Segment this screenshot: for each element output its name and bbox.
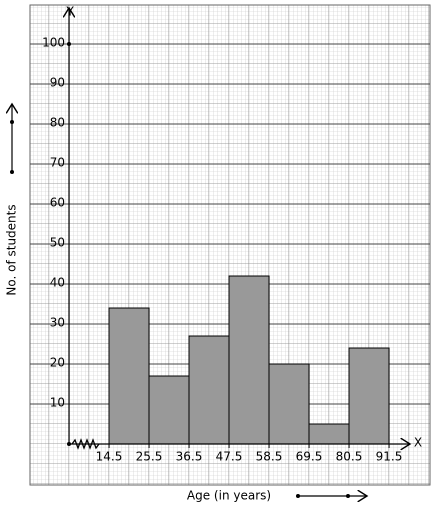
decor-dot xyxy=(346,494,350,498)
x-axis-label: Age (in years) xyxy=(187,489,271,503)
bar xyxy=(108,307,150,445)
y-tick-label: 20 xyxy=(50,356,65,370)
bar xyxy=(348,347,390,445)
axis-dot xyxy=(67,42,71,46)
bar xyxy=(228,275,270,445)
x-tick-label: 80.5 xyxy=(336,450,363,464)
y-tick-label: 80 xyxy=(50,116,65,130)
x-tick-label: 47.5 xyxy=(216,450,243,464)
y-axis-name: Y xyxy=(65,5,74,19)
x-tick-label: 69.5 xyxy=(296,450,323,464)
y-tick-label: 90 xyxy=(50,76,65,90)
y-tick-label: 40 xyxy=(50,276,65,290)
y-axis-label: No. of students xyxy=(5,204,19,295)
origin xyxy=(67,442,71,446)
labels: 10 20 30 40 50 60 70 80 90 100 14.5 25.5 36.5 47.5 58.… xyxy=(42,36,402,464)
y-tick-label: 100 xyxy=(42,36,65,50)
x-tick-label: 25.5 xyxy=(136,450,163,464)
y-tick-label: 10 xyxy=(50,396,65,410)
y-tick-label: 60 xyxy=(50,196,65,210)
y-tick-label: 50 xyxy=(50,236,65,250)
decor-dot xyxy=(296,494,300,498)
decor-dot xyxy=(10,120,14,124)
x-tick-label: 91.5 xyxy=(376,450,403,464)
axis-break xyxy=(71,438,100,450)
bar xyxy=(148,375,190,445)
bar xyxy=(268,363,310,445)
y-tick-label: 30 xyxy=(50,316,65,330)
x-tick-label: 36.5 xyxy=(176,450,203,464)
y-tick-label: 70 xyxy=(50,156,65,170)
bar xyxy=(308,423,350,445)
bars xyxy=(108,275,390,445)
decor-dot xyxy=(10,170,14,174)
x-axis-name: X xyxy=(414,436,422,450)
bar xyxy=(188,335,230,445)
x-tick-label: 14.5 xyxy=(96,450,123,464)
x-tick-label: 58.5 xyxy=(256,450,283,464)
